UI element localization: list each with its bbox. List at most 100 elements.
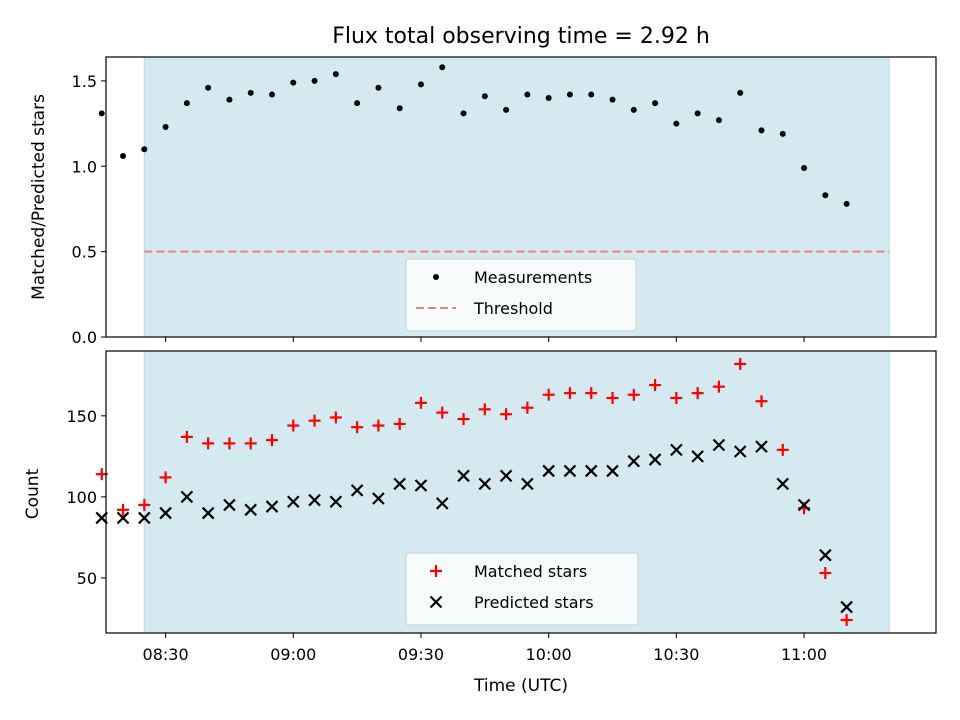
y-tick-label: 100 <box>66 488 97 507</box>
measurement-point <box>417 81 424 88</box>
matched-star-point <box>627 388 640 401</box>
measurement-point <box>183 100 190 107</box>
predicted-marker-b <box>691 450 704 463</box>
legend-entry-label: Threshold <box>473 299 553 318</box>
predicted-marker-b <box>372 492 385 505</box>
matched-star-point <box>734 357 747 370</box>
predicted-marker-b <box>797 498 811 512</box>
matched-star-point <box>180 430 193 443</box>
x-axis-label: Time (UTC) <box>473 676 568 696</box>
y-tick-label: 50 <box>77 569 97 588</box>
matched-star-point <box>436 406 449 419</box>
matched-star-point <box>266 434 278 447</box>
measurement-point <box>503 106 510 113</box>
matched-star-point <box>329 411 342 424</box>
measurement-point <box>545 94 552 101</box>
predicted-marker-b <box>457 469 470 483</box>
matched-star-point <box>542 388 555 401</box>
measurement-point <box>822 192 829 199</box>
x-tick-label: 09:00 <box>270 645 316 664</box>
predicted-marker-b <box>138 511 151 525</box>
matched-star-point <box>563 387 576 400</box>
predicted-star-point <box>670 443 683 457</box>
predicted-marker-b <box>308 493 321 507</box>
y-tick-label: 1.5 <box>72 72 97 91</box>
axes-frame <box>105 350 937 634</box>
axes-frame <box>105 56 937 338</box>
predicted-marker-b <box>201 506 215 520</box>
measurement-point <box>332 71 339 78</box>
predicted-marker-b <box>648 453 662 466</box>
predicted-marker-b <box>712 438 726 452</box>
legend-entry-label: Predicted stars <box>474 593 594 612</box>
predicted-star-point <box>627 454 641 468</box>
predicted-star-point <box>755 440 768 453</box>
predicted-marker-b <box>265 500 279 513</box>
matched-star-point <box>138 498 151 511</box>
matched-star-point <box>585 387 598 400</box>
measurement-point <box>609 96 616 103</box>
predicted-star-point <box>180 490 194 504</box>
matched-star-point <box>202 437 215 450</box>
matched-star-point <box>414 396 427 409</box>
top-y-axis-label: Matched/Predicted stars <box>29 94 49 300</box>
predicted-star-point <box>457 469 470 483</box>
predicted-marker-b <box>563 464 577 478</box>
measurement-point <box>205 84 212 91</box>
predicted-star-point <box>521 477 534 491</box>
predicted-star-point <box>478 477 492 491</box>
predicted-star-point <box>435 497 449 510</box>
predicted-star-point <box>840 600 853 614</box>
matched-star-point <box>691 387 704 400</box>
matched-star-point <box>351 421 364 434</box>
matched-star-point <box>606 392 619 404</box>
predicted-star-point <box>414 479 428 492</box>
predicted-star-point <box>606 464 619 478</box>
bottom-y-axis-label: Count <box>23 468 43 519</box>
predicted-star-point <box>329 495 343 509</box>
matched-star-point <box>393 417 406 430</box>
predicted-marker-b <box>329 495 343 509</box>
matched-star-point <box>159 471 172 484</box>
legend-box <box>405 552 639 626</box>
matched-star-point <box>500 408 513 421</box>
predicted-star-point <box>223 498 236 512</box>
predicted-star-point <box>712 438 726 452</box>
matched-star-point <box>244 437 257 450</box>
predicted-marker-b <box>435 497 449 510</box>
y-tick-label: 150 <box>66 407 97 426</box>
predicted-marker-b <box>840 600 853 614</box>
matched-star-point <box>478 403 491 416</box>
matched-star-point <box>308 414 321 427</box>
measurement-point <box>247 89 254 96</box>
x-tick-label: 10:30 <box>653 645 699 664</box>
x-tick-label: 09:30 <box>398 645 444 664</box>
matched-star-point <box>670 392 683 404</box>
measurement-point <box>801 164 808 171</box>
matched-star-point <box>287 419 300 432</box>
predicted-star-point <box>201 506 215 520</box>
measurement-point <box>460 110 467 117</box>
measurement-point <box>524 91 531 98</box>
predicted-star-point <box>563 464 577 478</box>
legend-measurement-marker <box>433 274 439 280</box>
predicted-marker-b <box>287 495 300 509</box>
predicted-marker-b <box>670 443 683 457</box>
legend-predicted-marker <box>429 595 443 609</box>
measurement-point <box>311 77 318 84</box>
predicted-marker-b <box>116 511 130 525</box>
predicted-star-point <box>287 495 300 509</box>
predicted-marker-b <box>350 484 364 497</box>
predicted-star-point <box>648 453 662 466</box>
measurement-point <box>694 110 701 117</box>
matched-star-point <box>712 380 725 393</box>
predicted-star-point <box>116 511 130 525</box>
predicted-star-point <box>265 500 279 513</box>
predicted-marker-b <box>627 454 641 468</box>
count-panel: 50 100 150 08:30 09:00 09:30 10:00 10:30 11:00 Ma… <box>66 350 937 664</box>
predicted-star-point <box>372 492 385 505</box>
predicted-marker-b <box>755 440 768 453</box>
predicted-marker-b <box>244 503 257 517</box>
predicted-marker-b <box>733 445 747 458</box>
predicted-marker-b <box>606 464 619 478</box>
